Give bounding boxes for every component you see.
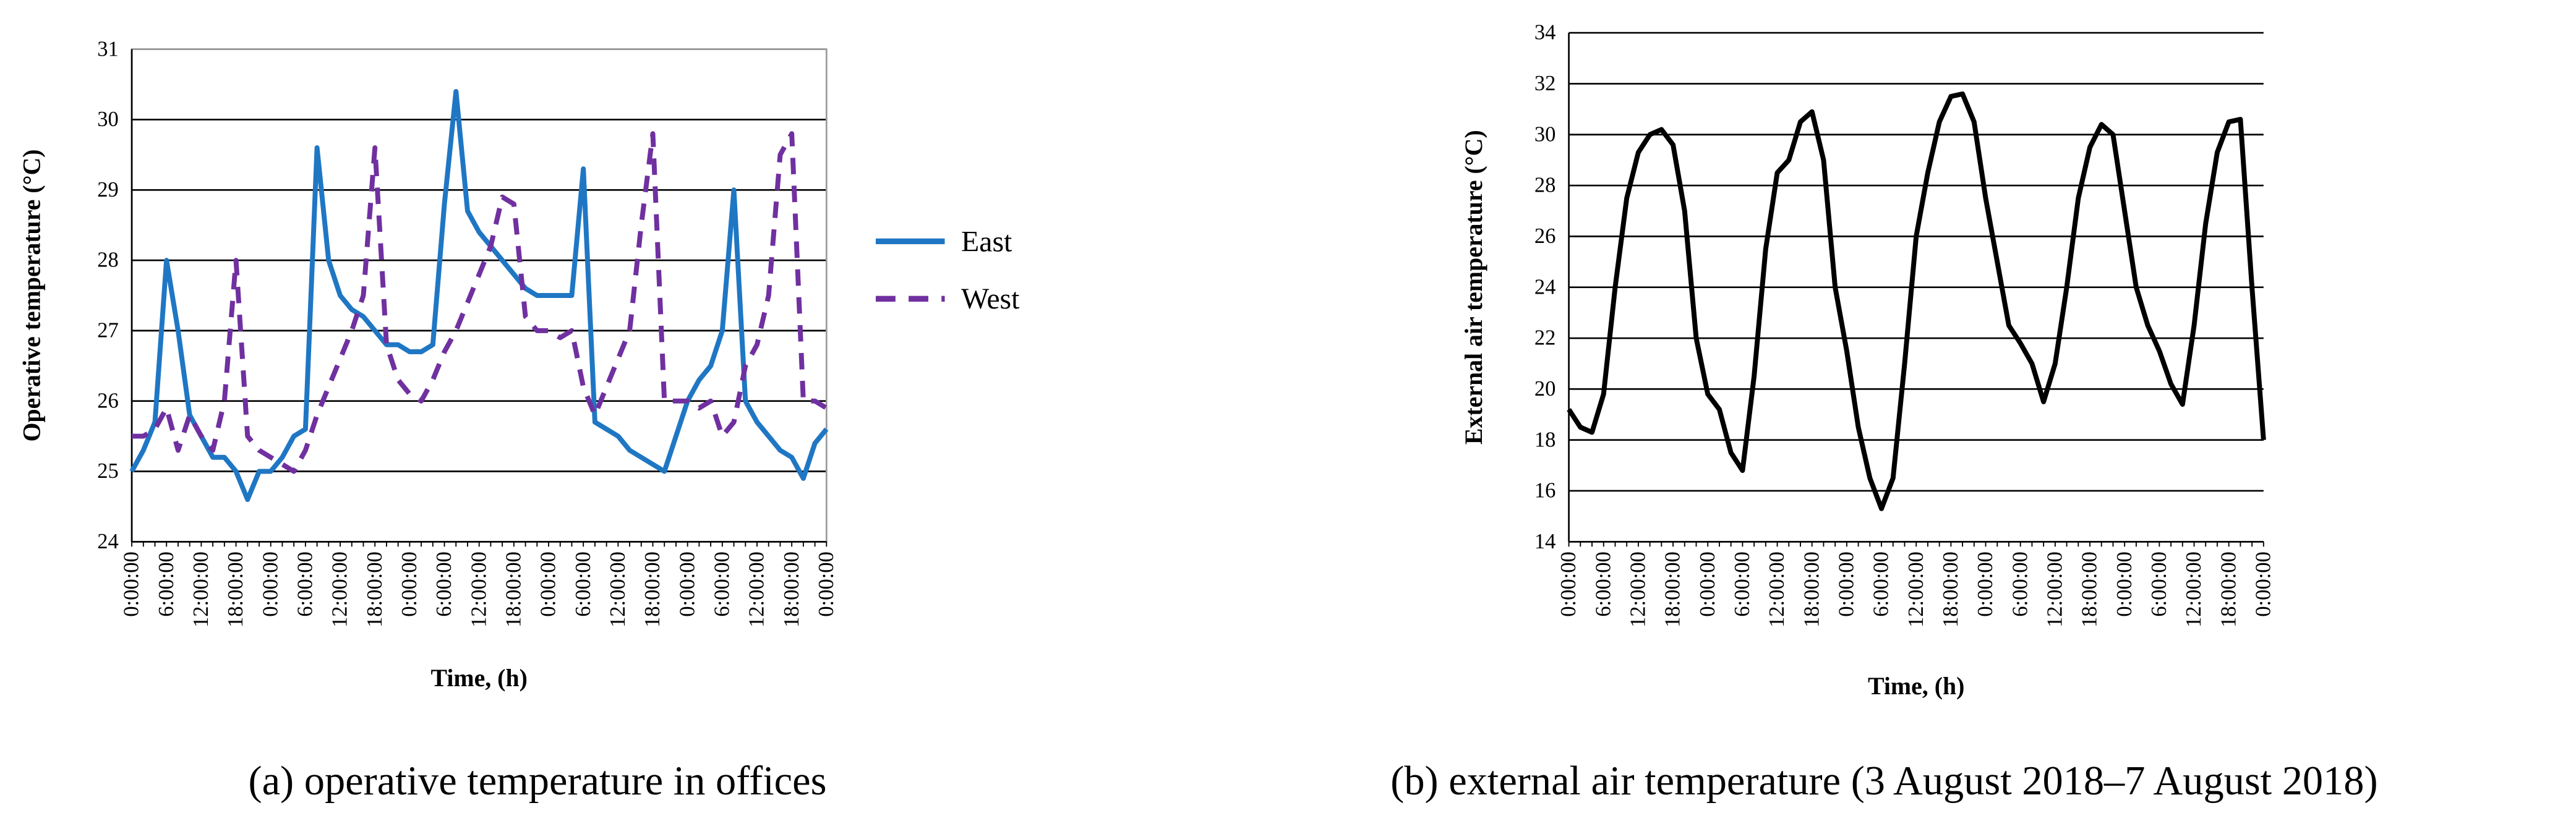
x-tick-label: 0:00:00 [537,551,560,616]
y-tick-label: 26 [97,389,119,412]
y-tick-label: 22 [1534,326,1556,350]
y-tick-label: 28 [97,249,119,272]
x-tick-label: 18:00:00 [1661,551,1685,627]
x-tick-label: 12:00:00 [467,551,490,627]
x-tick-label: 6:00:00 [571,551,595,616]
x-tick-label: 12:00:00 [2182,551,2206,627]
x-tick-label: 12:00:00 [2043,551,2066,627]
x-tick-label: 18:00:00 [2217,551,2240,627]
y-tick-label: 32 [1534,72,1556,95]
x-axis-title: Time, (h) [1868,673,1964,700]
y-tick-label: 24 [1534,275,1556,299]
x-tick-label: 0:00:00 [398,551,421,616]
x-tick-label: 18:00:00 [363,551,387,627]
x-tick-label: 18:00:00 [224,551,247,627]
x-tick-label: 12:00:00 [189,551,213,627]
x-tick-label: 6:00:00 [1731,551,1754,616]
y-tick-label: 30 [1534,122,1556,146]
y-tick-label: 14 [1534,530,1556,553]
x-axis-title: Time, (h) [431,665,528,692]
x-tick-label: 12:00:00 [1765,551,1789,627]
x-tick-label: 0:00:00 [1835,551,1859,616]
x-tick-label: 0:00:00 [815,551,838,616]
caption: (b) external air temperature (3 August 2… [1390,759,2377,804]
data-line [132,131,828,474]
x-tick-label: 6:00:00 [710,551,734,616]
y-tick-label: 31 [97,37,119,61]
caption: (a) operative temperature in offices [249,759,827,804]
x-tick-label: 0:00:00 [2113,551,2136,616]
y-tick-label: 28 [1534,174,1556,197]
legend-label: West [961,283,1019,315]
x-tick-label: 0:00:00 [1974,551,1997,616]
data-line [1567,91,2266,511]
y-tick-label: 30 [97,108,119,131]
x-tick-label: 12:00:00 [1627,551,1650,627]
y-axis-title: External air temperature (°C) [1460,130,1487,444]
y-tick-label: 25 [97,459,119,483]
x-tick-label: 18:00:00 [780,551,803,627]
x-tick-label: 12:00:00 [745,551,769,627]
y-tick-label: 29 [97,178,119,202]
x-tick-label: 6:00:00 [2147,551,2171,616]
y-axis-title: Operative temperature (°C) [18,149,45,441]
x-tick-label: 12:00:00 [1904,551,1928,627]
y-tick-label: 26 [1534,224,1556,248]
y-tick-label: 24 [97,530,119,553]
x-tick-label: 12:00:00 [328,551,352,627]
x-tick-label: 12:00:00 [606,551,630,627]
x-tick-label: 6:00:00 [432,551,456,616]
x-tick-label: 18:00:00 [1800,551,1823,627]
data-line [129,88,829,503]
x-tick-label: 0:00:00 [1557,551,1580,616]
x-tick-label: 0:00:00 [259,551,282,616]
x-tick-label: 18:00:00 [2078,551,2102,627]
x-tick-label: 6:00:00 [1591,551,1615,616]
y-tick-label: 34 [1534,21,1556,45]
y-tick-label: 18 [1534,428,1556,451]
x-tick-label: 18:00:00 [502,551,525,627]
y-tick-label: 16 [1534,479,1556,503]
y-tick-label: 27 [97,319,119,342]
y-tick-label: 20 [1534,377,1556,401]
x-tick-label: 0:00:00 [2251,551,2275,616]
x-tick-label: 6:00:00 [155,551,178,616]
x-tick-label: 0:00:00 [675,551,699,616]
x-tick-label: 0:00:00 [120,551,143,616]
x-tick-label: 0:00:00 [1696,551,1719,616]
x-tick-label: 6:00:00 [1870,551,1893,616]
legend-label: East [961,225,1012,258]
x-tick-label: 18:00:00 [1939,551,1962,627]
x-tick-label: 18:00:00 [641,551,664,627]
x-tick-label: 6:00:00 [294,551,317,616]
x-tick-label: 6:00:00 [2008,551,2032,616]
